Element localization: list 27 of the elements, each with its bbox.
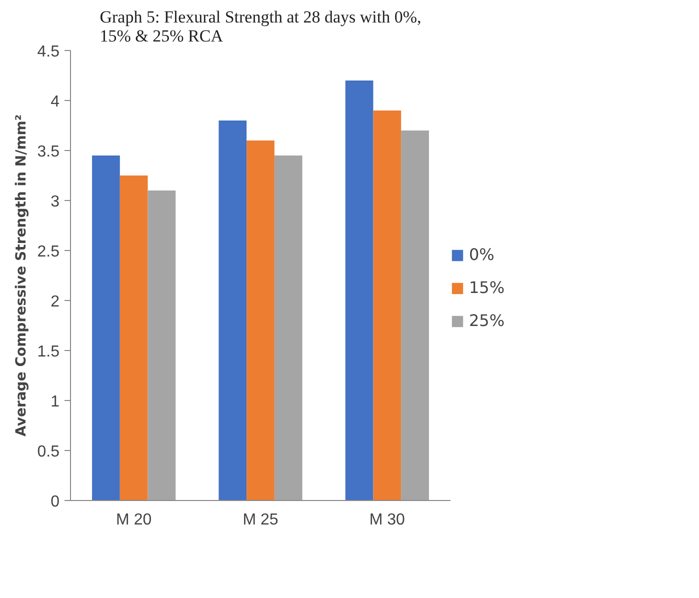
bar	[401, 130, 429, 500]
legend-label: 0%	[469, 245, 494, 264]
bar	[274, 156, 302, 500]
y-tick-label: 4	[50, 94, 60, 110]
legend-label: 15%	[469, 278, 505, 297]
y-tick-label: 4.5	[37, 44, 60, 60]
y-tick-label: 1	[50, 394, 60, 410]
bar	[373, 110, 402, 500]
y-tick-label: 0	[50, 494, 60, 510]
legend-label: 25%	[469, 311, 505, 330]
x-tick-label: M 30	[369, 512, 406, 528]
bar	[345, 80, 374, 500]
chart-title: Graph 5: Flexural Strength at 28 days with 0%, 15% & 25% RCA	[100, 8, 422, 46]
y-tick-label: 1.5	[37, 344, 60, 360]
y-tick-label: 3	[50, 194, 60, 210]
y-tick-label: 2	[50, 294, 60, 310]
y-tick-label: 3.5	[37, 144, 60, 160]
bar	[120, 176, 148, 500]
bar	[246, 140, 274, 500]
x-tick-label: M 25	[242, 512, 278, 528]
y-axis-title: Average Compressive Strength in N/mm²	[13, 114, 30, 437]
x-tick-label: M 20	[116, 512, 152, 528]
y-tick-label: 2.5	[37, 244, 60, 260]
y-tick-label: 0.5	[37, 444, 60, 460]
bar	[148, 190, 176, 500]
bar	[92, 156, 120, 500]
bar	[218, 120, 247, 500]
